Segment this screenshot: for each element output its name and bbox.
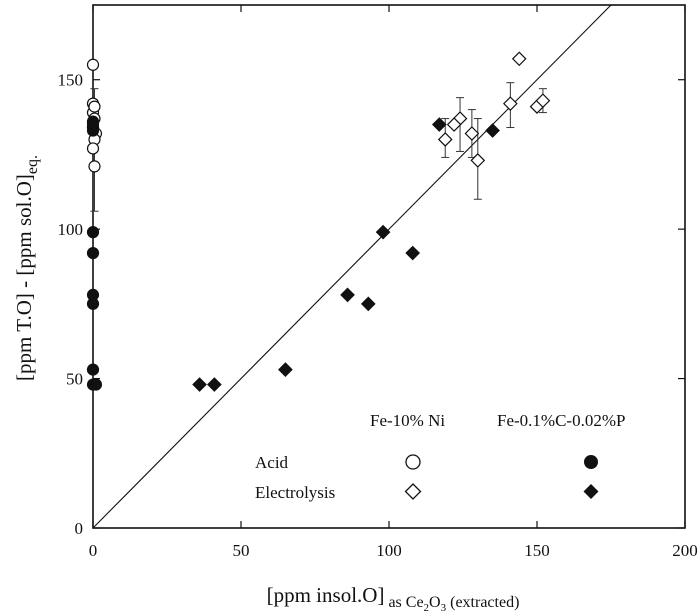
x-tick-label: 150 <box>524 541 550 560</box>
data-point-open-diamond <box>470 153 486 168</box>
x-axis-title: [ppm insol.O] as Ce2O3 (extracted) <box>267 583 520 614</box>
legend-marker-filled-diamond <box>583 484 599 499</box>
legend-header-fe-c-p: Fe-0.1%C-0.02%P <box>497 411 625 430</box>
data-point-open-diamond <box>503 96 518 111</box>
plot-frame <box>92 4 686 529</box>
data-point-filled-diamond <box>375 224 391 240</box>
y-axis-title: [ppm T.O] - [ppm sol.O]eq. <box>12 155 41 381</box>
data-point-filled-diamond <box>405 245 421 261</box>
data-point-filled-circle <box>86 297 100 310</box>
data-point-filled-circle <box>86 246 100 260</box>
data-point-filled-diamond <box>340 287 355 303</box>
data-point-open-circle <box>88 160 101 173</box>
y-tick-label: 0 <box>75 519 84 538</box>
legend-marker-open-diamond <box>404 483 422 500</box>
data-point-open-diamond <box>511 51 527 67</box>
data-point-filled-diamond <box>360 296 376 312</box>
data-point-open-circle <box>86 142 100 155</box>
legend-row-electrolysis: Electrolysis <box>255 483 335 502</box>
x-tick-label: 50 <box>233 541 250 560</box>
reference-line-y-equals-x <box>92 4 612 529</box>
data-point-open-diamond <box>464 126 480 141</box>
x-tick-label: 0 <box>89 541 98 560</box>
y-tick-label: 50 <box>66 370 83 389</box>
data-point-open-diamond <box>535 93 551 108</box>
data-point-filled-circle <box>86 363 100 376</box>
legend-header-fe-ni: Fe-10% Ni <box>370 411 445 430</box>
data-point-filled-circle <box>89 378 103 391</box>
data-markers <box>86 51 551 392</box>
data-point-filled-circle <box>86 124 100 137</box>
legend-row-acid: Acid <box>255 453 289 472</box>
data-point-open-circle <box>86 58 100 71</box>
x-axis-ticks: 0 50 100 150 200 <box>89 5 698 560</box>
x-tick-label: 100 <box>376 541 402 560</box>
data-point-filled-circle <box>86 226 100 239</box>
data-point-filled-diamond <box>207 377 222 392</box>
x-tick-label: 200 <box>672 541 698 560</box>
legend-marker-open-circle <box>405 454 421 470</box>
legend-marker-filled-circle <box>584 455 598 469</box>
data-point-filled-diamond <box>192 377 207 392</box>
legend: Fe-10% Ni Fe-0.1%C-0.02%P Acid Electroly… <box>255 411 625 502</box>
data-point-open-diamond <box>437 132 453 147</box>
data-point-open-diamond <box>446 117 462 132</box>
data-point-filled-diamond <box>278 362 293 377</box>
y-tick-label: 150 <box>58 71 84 90</box>
data-point-open-circle <box>88 100 101 113</box>
y-tick-label: 100 <box>58 220 84 239</box>
error-bars <box>90 82 547 212</box>
data-point-filled-diamond <box>485 123 500 138</box>
data-point-filled-diamond <box>431 117 447 132</box>
